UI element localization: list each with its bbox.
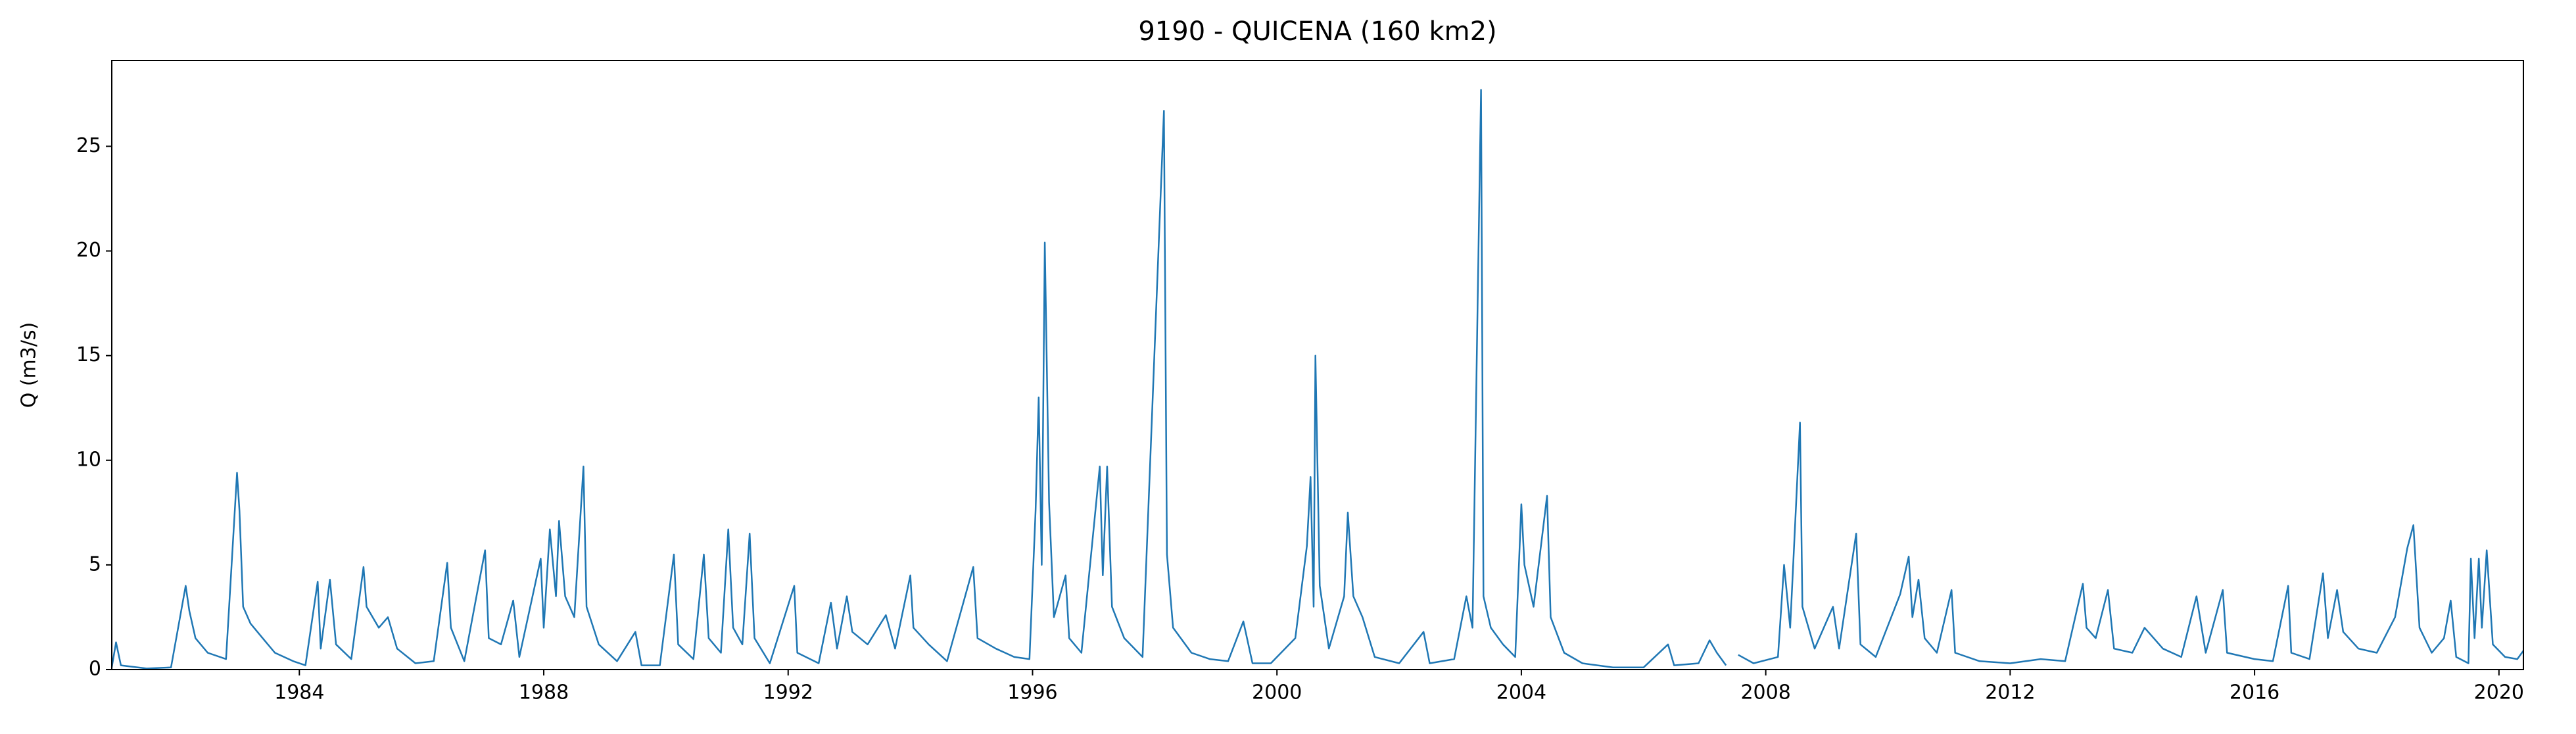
y-tick-label: 0 — [89, 658, 101, 681]
x-tick-label: 2012 — [1985, 681, 2035, 704]
chart-title: 9190 - QUICENA (160 km2) — [1138, 16, 1496, 47]
x-tick-label: 1988 — [519, 681, 569, 704]
y-tick-label: 10 — [76, 448, 101, 471]
x-tick-label: 2016 — [2230, 681, 2279, 704]
x-tick-label: 2004 — [1496, 681, 1546, 704]
y-tick-label: 15 — [76, 343, 101, 366]
x-tick-label: 2008 — [1740, 681, 1790, 704]
x-tick-label: 2020 — [2474, 681, 2524, 704]
x-tick-label: 2000 — [1252, 681, 1302, 704]
flow-line — [110, 89, 2525, 670]
y-tick-label: 5 — [89, 552, 101, 575]
x-tick-label: 1996 — [1007, 681, 1057, 704]
y-tick-label: 25 — [76, 134, 101, 157]
y-tick-label: 20 — [76, 239, 101, 262]
y-axis-label: Q (m3/s) — [18, 322, 41, 408]
plot-frame — [111, 60, 2524, 670]
x-tick-label: 1984 — [274, 681, 324, 704]
x-tick-label: 1992 — [763, 681, 813, 704]
